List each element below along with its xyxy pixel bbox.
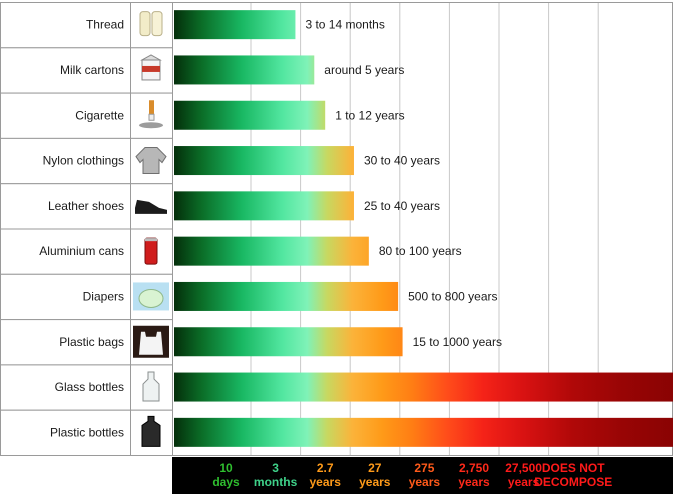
rows-layer: Thread 3 to 14 months Milk cartons around 5…: [0, 2, 673, 457]
bar: [174, 55, 315, 85]
x-tick-label: 2,750: [459, 461, 489, 475]
bar: [174, 100, 326, 130]
bar: [174, 236, 369, 266]
bar-value-label: 500 to 800 years: [408, 289, 497, 303]
chart-row: Glass bottles: [0, 364, 673, 411]
plastic-bag-icon: [133, 325, 169, 358]
x-tick-label: DOES NOT: [542, 461, 605, 475]
chart-row: Thread 3 to 14 months: [0, 2, 385, 49]
label-cell: [0, 319, 131, 366]
glass-bottle-icon: [142, 371, 160, 402]
x-tick-label: years: [359, 475, 391, 489]
thread-spools-icon: [139, 11, 163, 37]
x-tick-label: 27,500: [505, 461, 542, 475]
chart-row: Nylon clothings 30 to 40 years: [0, 137, 440, 185]
leather-shoe-icon: [135, 199, 167, 214]
row-label: Thread: [86, 18, 124, 32]
x-axis-band: [172, 457, 673, 494]
bar-value-label: 1 to 12 years: [335, 108, 404, 122]
x-tick-label: 27: [368, 461, 382, 475]
row-label: Leather shoes: [48, 199, 124, 213]
bar-value-label: 15 to 1000 years: [413, 335, 502, 349]
label-cell: [0, 137, 131, 185]
bar-value-label: around 5 years: [324, 63, 404, 77]
x-tick-label: years: [458, 475, 490, 489]
bar: [174, 417, 673, 447]
bar-value-label: 30 to 40 years: [364, 154, 440, 168]
bar: [174, 327, 403, 357]
diaper-icon: [133, 282, 169, 311]
chart-row: Milk cartons around 5 years: [0, 47, 404, 94]
chart-row: Diapers 500 to 800 years: [0, 273, 498, 321]
x-tick-label: months: [254, 475, 298, 489]
bar: [174, 10, 296, 40]
chart-row: Leather shoes 25 to 40 years: [0, 183, 440, 230]
row-label: Glass bottles: [55, 380, 124, 394]
plastic-bottle-icon: [141, 415, 161, 447]
row-label: Plastic bottles: [50, 425, 124, 439]
nylon-jacket-icon: [135, 147, 167, 175]
bar: [174, 281, 399, 311]
x-tick-label: 275: [414, 461, 434, 475]
bar-value-label: 80 to 100 years: [379, 244, 462, 258]
aluminium-can-icon: [144, 237, 158, 265]
bar-value-label: 25 to 40 years: [364, 199, 440, 213]
row-label: Aluminium cans: [39, 244, 124, 258]
x-tick-label: 10: [219, 461, 233, 475]
label-cell: [0, 364, 131, 411]
label-cell: [0, 92, 131, 139]
bar-value-label: 3 to 14 months: [305, 18, 384, 32]
row-label: Plastic bags: [59, 335, 124, 349]
row-label: Cigarette: [75, 108, 124, 122]
x-tick-label: years: [409, 475, 441, 489]
x-tick-label: 3: [272, 461, 279, 475]
label-cell: [0, 409, 131, 457]
x-tick-label: years: [508, 475, 540, 489]
x-tick-label: years: [310, 475, 342, 489]
label-cell: [0, 47, 131, 94]
chart-row: Plastic bottles: [0, 409, 673, 457]
bar: [174, 191, 354, 221]
x-tick-label: DECOMPOSE: [534, 475, 612, 489]
row-label: Milk cartons: [60, 63, 124, 77]
row-label: Diapers: [83, 289, 124, 303]
bar: [174, 146, 354, 176]
chart-row: Plastic bags 15 to 1000 years: [0, 319, 502, 366]
chart-row: Cigarette 1 to 12 years: [0, 92, 405, 139]
milk-carton-icon: [140, 54, 162, 81]
bar: [174, 372, 673, 402]
x-axis: 10days3months2.7years27years275years2,75…: [172, 457, 673, 494]
x-tick-label: 2.7: [317, 461, 334, 475]
x-tick-label: days: [212, 475, 240, 489]
chart-row: Aluminium cans 80 to 100 years: [0, 228, 462, 275]
label-cell: [0, 228, 131, 275]
row-label: Nylon clothings: [43, 154, 124, 168]
cigarette-butt-icon: [139, 100, 163, 129]
